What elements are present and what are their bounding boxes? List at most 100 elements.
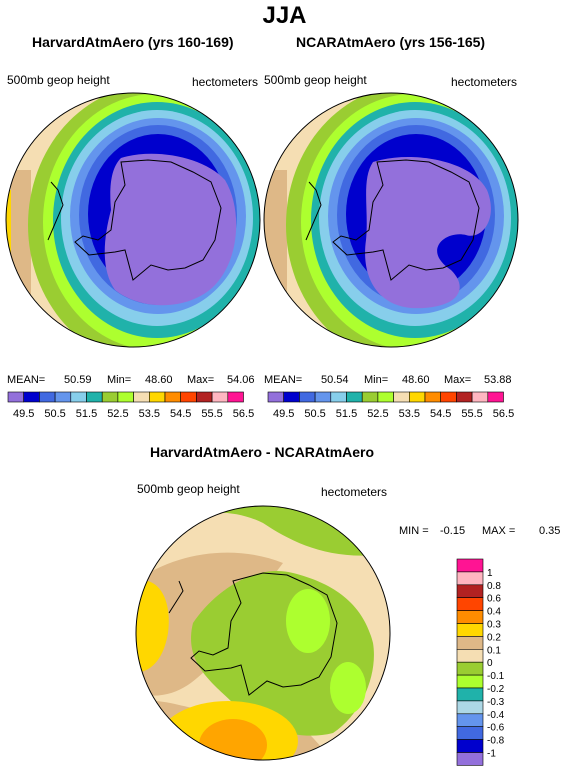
diff-title: HarvardAtmAero - NCARAtmAero	[150, 444, 375, 460]
colorbar-1-tick-label: 50.5	[44, 408, 65, 420]
diff-legend-swatch	[456, 584, 484, 598]
diff-legend-label: -0.6	[487, 723, 505, 734]
colorbar-panel-2: 49.5 50.5 51.5 52.5 53.5 54.5 55.5 56.5	[267, 391, 514, 420]
colorbar-1-tick-label: 51.5	[76, 408, 97, 420]
colorbar-1-swatch	[39, 391, 56, 403]
colorbar-2-tick-label: 54.5	[430, 408, 451, 420]
diff-legend-swatch	[456, 713, 484, 728]
diff-legend-label: -0.3	[487, 697, 505, 708]
colorbar-1-swatch	[133, 391, 150, 403]
panel-1-variable-label: 500mb geop height	[7, 73, 110, 87]
map-ncar	[263, 92, 519, 348]
panel-2-units-label: hectometers	[451, 75, 518, 89]
diff-min-value: -0.15	[440, 525, 466, 537]
colorbar-1-swatch	[117, 391, 134, 403]
colorbar-2-swatch	[440, 391, 457, 403]
diff-legend-swatch	[456, 649, 484, 663]
panel-2-min-label: Min=	[364, 374, 389, 386]
diff-legend-swatch	[456, 752, 484, 766]
panel-1-units-label: hectometers	[192, 75, 259, 89]
colorbar-1-swatch	[54, 391, 72, 403]
diff-legend-swatch	[456, 661, 484, 676]
diff-legend-swatch	[456, 610, 484, 624]
colorbar-2-tick-label: 51.5	[336, 408, 357, 420]
panel-2-variable-label: 500mb geop height	[264, 73, 367, 87]
panel-2-min-value: 48.60	[402, 374, 430, 386]
colorbar-2-swatch	[361, 391, 379, 403]
diff-max-label: MAX =	[482, 525, 516, 537]
diff-max-value: 0.35	[539, 525, 561, 537]
diff-legend-label: 0.3	[487, 620, 501, 631]
panel-2-max-label: Max=	[444, 374, 472, 386]
colorbar-2-swatch	[330, 391, 347, 403]
panel-1-mean-value: 50.59	[64, 374, 92, 386]
colorbar-1-swatch	[180, 391, 197, 403]
colorbar-1-swatch	[164, 391, 181, 403]
diff-legend-swatch	[456, 597, 484, 611]
map-difference	[135, 505, 391, 761]
diff-legend-label: -1	[487, 749, 496, 760]
colorbar-2-swatch	[409, 391, 426, 403]
colorbar-2-tick-label: 55.5	[461, 408, 482, 420]
diff-legend-label: 1	[487, 568, 493, 579]
colorbar-1-swatch	[101, 391, 119, 403]
diff-legend-label: 0.4	[487, 607, 501, 618]
colorbar-1-swatch	[86, 391, 103, 403]
colorbar-1-tick-label: 49.5	[13, 408, 34, 420]
colorbar-2-tick-label: 52.5	[367, 408, 388, 420]
diff-legend-label: 0.1	[487, 645, 501, 656]
diff-legend-label: -0.2	[487, 684, 505, 695]
colorbar-2-swatch	[456, 391, 473, 403]
colorbar-2-tick-label: 56.5	[493, 408, 514, 420]
diff-legend-label: 0.8	[487, 581, 501, 592]
colorbar-2-swatch	[267, 391, 284, 403]
panel-2-max-value: 53.88	[484, 374, 512, 386]
diff-stats: MIN = -0.15 MAX = 0.35	[399, 525, 569, 539]
panel-1-max-value: 54.06	[227, 374, 255, 386]
diff-variable-label: 500mb geop height	[137, 482, 240, 496]
diff-legend-swatch	[456, 700, 484, 715]
colorbar-difference: 1 0.8 0.6 0.4 0.30.2 0.1 0 -0.1 -0.2 -0.3 -0.4 -0.6…	[456, 558, 505, 766]
colorbar-2-swatch	[299, 391, 316, 403]
diff-legend-label: -0.4	[487, 710, 505, 721]
colorbar-2-swatch	[346, 391, 363, 403]
panel-1-title: HarvardAtmAero (yrs 160-169)	[32, 34, 234, 50]
colorbar-1-tick-label: 55.5	[201, 408, 222, 420]
diff-legend-swatch	[456, 674, 484, 689]
colorbar-1-swatch	[7, 391, 24, 403]
colorbar-2-swatch	[393, 391, 410, 403]
colorbar-2-swatch	[283, 391, 300, 403]
diff-units-label: hectometers	[321, 485, 388, 499]
diff-legend-label: -0.1	[487, 671, 505, 682]
colorbar-panel-1: 49.5 50.5 51.5 52.5 53.5 54.5 55.5 56.5	[7, 391, 254, 420]
diff-min-label: MIN =	[399, 525, 429, 537]
diff-legend-swatch	[456, 739, 484, 753]
colorbar-2-swatch	[314, 391, 332, 403]
colorbar-2-swatch	[471, 391, 489, 403]
diff-legend-swatch	[456, 623, 484, 637]
diff-legend-label: -0.8	[487, 736, 505, 747]
diff-legend-label: 0.2	[487, 632, 501, 643]
colorbar-1-swatch	[196, 391, 213, 403]
colorbar-1-tick-label: 53.5	[139, 408, 160, 420]
diff-legend-swatch	[456, 558, 484, 573]
colorbar-1-tick-label: 52.5	[107, 408, 128, 420]
figure-title: JJA	[262, 2, 307, 29]
panel-1-min-value: 48.60	[145, 374, 173, 386]
colorbar-1-swatch	[211, 391, 229, 403]
diff-legend-swatch	[456, 571, 484, 586]
panel-2-mean-label: MEAN=	[264, 374, 303, 386]
colorbar-1-swatch	[23, 391, 40, 403]
diff-legend-label: 0	[487, 658, 493, 669]
colorbar-1-swatch	[149, 391, 166, 403]
colorbar-2-tick-label: 50.5	[304, 408, 325, 420]
colorbar-1-swatch	[70, 391, 87, 403]
diff-legend-swatch	[456, 687, 484, 702]
colorbar-2-tick-label: 53.5	[399, 408, 420, 420]
colorbar-2-tick-label: 49.5	[273, 408, 294, 420]
colorbar-2-swatch	[424, 391, 441, 403]
diff-legend-label: 0.6	[487, 594, 501, 605]
colorbar-1-tick-label: 56.5	[233, 408, 254, 420]
diff-legend-swatch	[456, 726, 484, 740]
colorbar-2-swatch	[377, 391, 394, 403]
